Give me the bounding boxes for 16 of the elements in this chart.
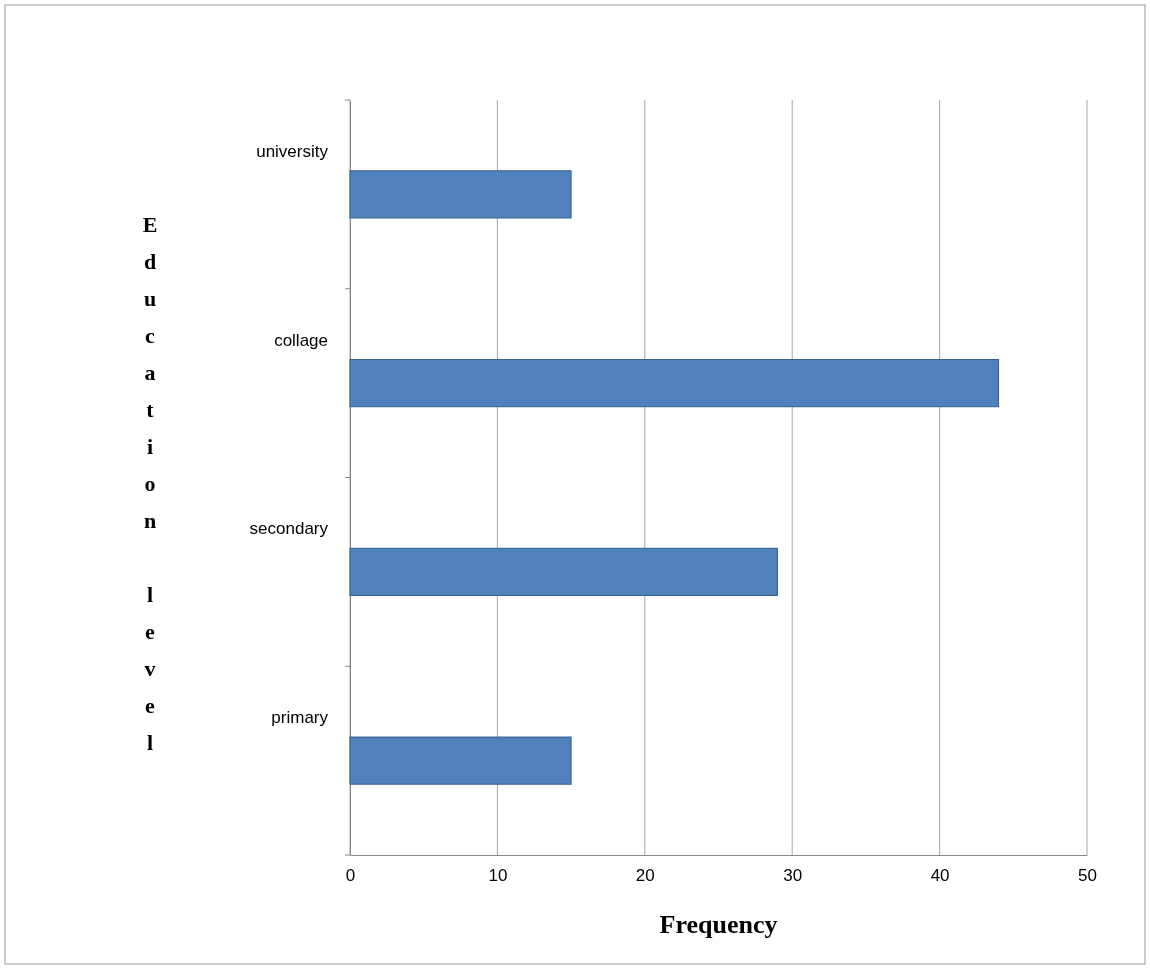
x-axis-title: Frequency bbox=[659, 910, 778, 939]
text: Education level bbox=[142, 212, 158, 755]
y-tick-label: university bbox=[256, 141, 329, 161]
x-tick-label: 40 bbox=[930, 866, 950, 886]
y-tick-label: secondary bbox=[249, 519, 329, 539]
y-tick-label: collage bbox=[274, 330, 328, 350]
bar bbox=[349, 170, 572, 219]
y-tick-label: primary bbox=[271, 708, 329, 728]
x-tick-label: 10 bbox=[488, 866, 508, 886]
x-tick-label: 30 bbox=[783, 866, 803, 886]
bar bbox=[349, 547, 778, 596]
x-tick-label: 50 bbox=[1078, 866, 1097, 886]
x-tick-label: 0 bbox=[345, 866, 356, 886]
x-tick-label: 20 bbox=[635, 866, 655, 886]
bar bbox=[349, 736, 572, 785]
bar bbox=[349, 359, 1000, 408]
